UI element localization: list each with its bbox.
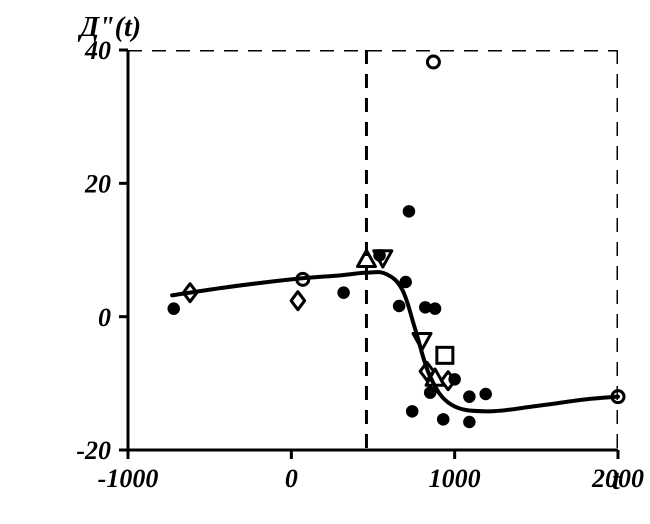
y-tick-label: 20 — [84, 169, 111, 198]
scatter-chart: -1000010002000-2002040Д"(t)t — [0, 0, 650, 524]
x-tick-label: 1000 — [429, 464, 481, 493]
x-tick-label: 0 — [285, 464, 298, 493]
fitted-curve — [172, 272, 618, 411]
x-tick-label: -1000 — [98, 464, 159, 493]
y-tick-label: -20 — [76, 436, 111, 465]
y-tick-label: 0 — [98, 303, 111, 332]
x-axis-label: t — [612, 465, 621, 496]
y-axis-label: Д"(t) — [77, 12, 141, 43]
